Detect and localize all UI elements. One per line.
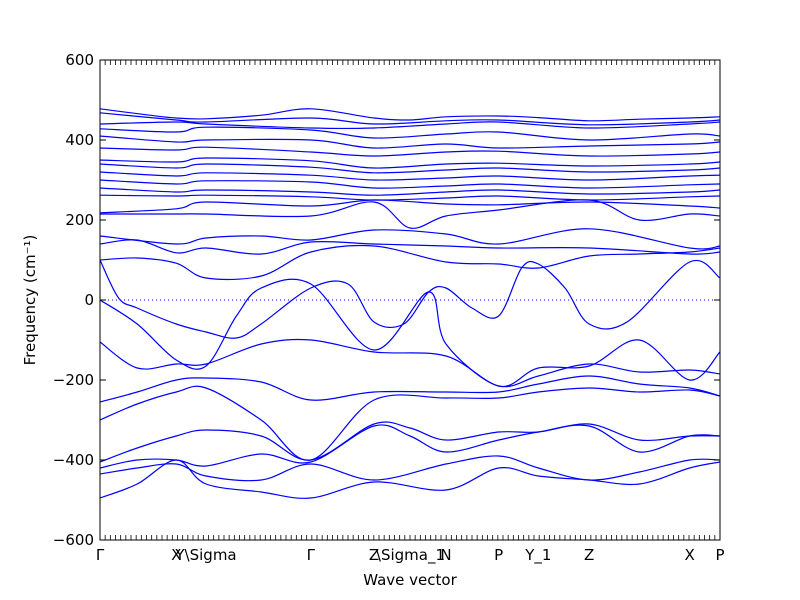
x-tick-label: Γ xyxy=(96,546,105,564)
y-tick-label: 400 xyxy=(65,131,94,149)
x-tick-label: Γ xyxy=(307,546,316,564)
band-line-9 xyxy=(100,171,720,181)
band-line-2 xyxy=(100,112,720,126)
x-tick-label: \Sigma_1 xyxy=(376,546,445,565)
y-tick-label: −200 xyxy=(53,371,94,389)
band-line-4 xyxy=(100,126,720,141)
x-tick-label: Y\Sigma xyxy=(174,546,236,564)
x-tick-label: P xyxy=(715,546,724,564)
band-line-15 xyxy=(100,228,720,250)
y-axis-label: Frequency (cm⁻¹) xyxy=(21,235,39,366)
x-tick-label: P xyxy=(494,546,503,564)
x-tick-label: Z xyxy=(584,546,594,564)
band-line-16 xyxy=(100,239,720,255)
x-tick-label: Z xyxy=(369,546,379,564)
band-line-10 xyxy=(100,179,720,189)
band-line-23 xyxy=(100,421,720,463)
band-line-12 xyxy=(100,194,720,201)
y-tick-label: −600 xyxy=(53,531,94,549)
band-line-6 xyxy=(100,146,720,157)
band-line-21 xyxy=(100,375,720,403)
band-line-17 xyxy=(100,244,720,281)
band-line-3 xyxy=(100,121,720,130)
y-tick-label: 600 xyxy=(65,51,94,69)
band-line-24 xyxy=(100,424,720,469)
band-line-19 xyxy=(100,278,720,388)
x-tick-label: Y_1 xyxy=(524,546,551,565)
x-axis-label: Wave vector xyxy=(363,571,457,589)
band-line-1 xyxy=(100,108,720,122)
band-line-7 xyxy=(100,157,720,169)
x-tick-label: N xyxy=(440,546,451,564)
band-line-11 xyxy=(100,187,720,196)
band-line-5 xyxy=(100,135,720,149)
y-tick-label: 200 xyxy=(65,211,94,229)
y-tick-label: −400 xyxy=(53,451,94,469)
band-line-14 xyxy=(100,199,720,229)
x-tick-label: X xyxy=(171,546,181,564)
band-line-8 xyxy=(100,163,720,174)
band-line-18 xyxy=(100,259,720,339)
plot-area xyxy=(100,108,720,499)
x-tick-label: X xyxy=(684,546,694,564)
y-tick-label: 0 xyxy=(84,291,94,309)
band-line-25 xyxy=(100,455,720,482)
band-line-13 xyxy=(100,199,720,214)
band-line-22 xyxy=(100,385,720,461)
band-line-26 xyxy=(100,459,720,499)
band-line-20 xyxy=(100,338,720,388)
